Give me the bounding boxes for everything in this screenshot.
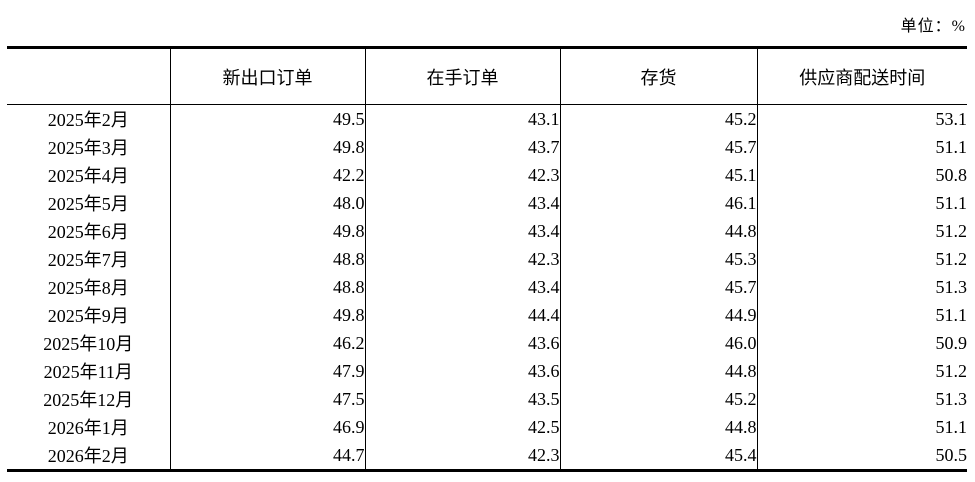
table-row: 2025年7月 48.8 42.3 45.3 51.2 xyxy=(7,245,967,273)
value-cell: 44.4 xyxy=(364,301,560,329)
value-cell: 47.9 xyxy=(169,357,365,385)
value-cell: 44.8 xyxy=(559,413,757,441)
month-cell: 2025年11月 xyxy=(43,362,133,382)
month-cell: 2025年4月 xyxy=(47,166,129,186)
month-cell: 2025年3月 xyxy=(47,138,129,158)
month-cell: 2025年12月 xyxy=(43,390,134,410)
value-cell: 45.2 xyxy=(559,385,757,413)
value-cell: 51.2 xyxy=(756,217,967,245)
header-cell-new-export-orders: 新出口订单 xyxy=(169,47,365,105)
value-cell: 50.8 xyxy=(756,161,967,189)
value-cell: 45.3 xyxy=(559,245,757,273)
value-cell: 43.1 xyxy=(364,104,560,133)
value-cell: 49.8 xyxy=(169,217,365,245)
value-cell: 49.5 xyxy=(169,104,365,133)
value-cell: 42.2 xyxy=(169,161,365,189)
value-cell: 51.1 xyxy=(756,189,967,217)
table-row: 2025年4月 42.2 42.3 45.1 50.8 xyxy=(7,161,967,189)
value-cell: 49.8 xyxy=(169,133,365,161)
header-cell-supplier-delivery-time: 供应商配送时间 xyxy=(756,47,967,105)
table-row: 2025年8月 48.8 43.4 45.7 51.3 xyxy=(7,273,967,301)
value-cell: 51.3 xyxy=(756,273,967,301)
value-cell: 43.6 xyxy=(364,329,560,357)
value-cell: 43.4 xyxy=(364,217,560,245)
value-cell: 46.1 xyxy=(559,189,757,217)
month-cell: 2026年2月 xyxy=(47,446,129,466)
value-cell: 44.7 xyxy=(169,441,365,471)
value-cell: 46.9 xyxy=(169,413,365,441)
value-cell: 46.0 xyxy=(559,329,757,357)
table-row: 2025年11月 47.9 43.6 44.8 51.2 xyxy=(7,357,967,385)
month-cell: 2025年6月 xyxy=(47,222,129,242)
value-cell: 51.3 xyxy=(756,385,967,413)
month-cell: 2025年8月 xyxy=(47,278,129,298)
value-cell: 48.8 xyxy=(169,245,365,273)
table-row: 2026年2月 44.7 42.3 45.4 50.5 xyxy=(7,441,967,471)
value-cell: 53.1 xyxy=(756,104,967,133)
month-cell: 2025年10月 xyxy=(43,334,134,354)
table-row: 2025年10月 46.2 43.6 46.0 50.9 xyxy=(7,329,967,357)
value-cell: 43.5 xyxy=(364,385,560,413)
pmi-sub-indices-table: 新出口订单 在手订单 存货 供应商配送时间 2025年2月 49.5 43.1 45.… xyxy=(7,46,967,472)
month-cell: 2025年7月 xyxy=(47,250,129,270)
value-cell: 44.9 xyxy=(559,301,757,329)
value-cell: 42.3 xyxy=(364,441,560,471)
table-row: 2025年5月 48.0 43.4 46.1 51.1 xyxy=(7,189,967,217)
table-row: 2025年9月 49.8 44.4 44.9 51.1 xyxy=(7,301,967,329)
value-cell: 51.2 xyxy=(756,357,967,385)
header-cell-month xyxy=(7,47,170,105)
value-cell: 47.5 xyxy=(169,385,365,413)
value-cell: 45.1 xyxy=(559,161,757,189)
value-cell: 44.8 xyxy=(559,357,757,385)
value-cell: 51.1 xyxy=(756,133,967,161)
month-cell: 2025年5月 xyxy=(47,194,129,214)
value-cell: 45.2 xyxy=(559,104,757,133)
value-cell: 45.4 xyxy=(559,441,757,471)
value-cell: 46.2 xyxy=(169,329,365,357)
value-cell: 48.8 xyxy=(169,273,365,301)
month-cell: 2025年2月 xyxy=(47,110,129,130)
unit-label: 单位：% xyxy=(900,18,966,35)
table-row: 2025年3月 49.8 43.7 45.7 51.1 xyxy=(7,133,967,161)
value-cell: 42.3 xyxy=(364,161,560,189)
month-cell: 2025年9月 xyxy=(47,306,129,326)
value-cell: 45.7 xyxy=(559,273,757,301)
value-cell: 51.1 xyxy=(756,413,967,441)
table-row: 2025年12月 47.5 43.5 45.2 51.3 xyxy=(7,385,967,413)
value-cell: 43.6 xyxy=(364,357,560,385)
value-cell: 50.5 xyxy=(756,441,967,471)
value-cell: 45.7 xyxy=(559,133,757,161)
header-cell-inventory: 存货 xyxy=(559,47,757,105)
value-cell: 44.8 xyxy=(559,217,757,245)
table-row: 2025年6月 49.8 43.4 44.8 51.2 xyxy=(7,217,967,245)
value-cell: 49.8 xyxy=(169,301,365,329)
table-row: 2025年2月 49.5 43.1 45.2 53.1 xyxy=(7,104,967,133)
value-cell: 42.3 xyxy=(364,245,560,273)
value-cell: 48.0 xyxy=(169,189,365,217)
header-row: 新出口订单 在手订单 存货 供应商配送时间 xyxy=(7,47,967,105)
value-cell: 51.2 xyxy=(756,245,967,273)
month-cell: 2026年1月 xyxy=(47,418,129,438)
value-cell: 43.4 xyxy=(364,189,560,217)
value-cell: 42.5 xyxy=(364,413,560,441)
value-cell: 50.9 xyxy=(756,329,967,357)
table-row: 2026年1月 46.9 42.5 44.8 51.1 xyxy=(7,413,967,441)
value-cell: 43.7 xyxy=(364,133,560,161)
value-cell: 43.4 xyxy=(364,273,560,301)
header-cell-orders-on-hand: 在手订单 xyxy=(364,47,560,105)
value-cell: 51.1 xyxy=(756,301,967,329)
